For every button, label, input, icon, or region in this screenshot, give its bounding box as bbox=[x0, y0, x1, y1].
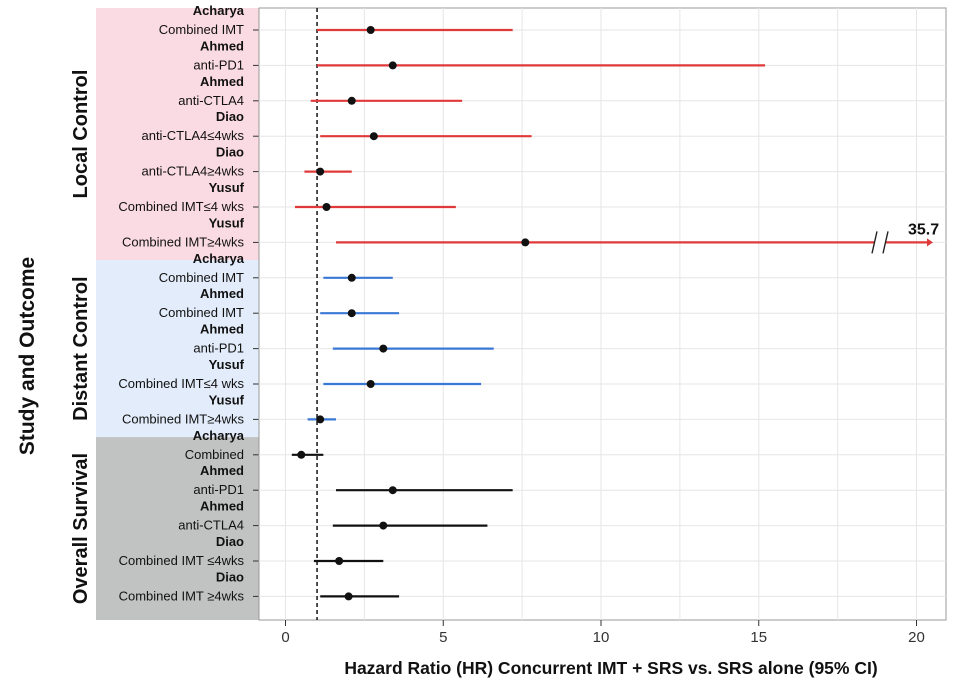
point-estimate bbox=[366, 26, 375, 34]
outcome-label: Combined IMT≤4 wks bbox=[118, 376, 244, 391]
point-estimate bbox=[344, 592, 353, 601]
outcome-label: Combined IMT≥4wks bbox=[122, 234, 245, 249]
group-band bbox=[96, 437, 259, 620]
group-bands: Local Control Distant Control Overall Surv… bbox=[70, 3, 259, 620]
outcome-label: Combined IMT bbox=[159, 305, 244, 320]
x-axis-ticks: 0 5 10 15 20 bbox=[281, 620, 925, 646]
group-band bbox=[96, 260, 259, 438]
outcome-label: Combined IMT ≥4wks bbox=[119, 588, 245, 603]
group-label: Local Control bbox=[70, 70, 92, 199]
x-tick-label: 10 bbox=[593, 629, 610, 646]
group-band bbox=[96, 8, 259, 261]
point-estimate bbox=[335, 557, 344, 565]
study-label: Acharya bbox=[193, 428, 245, 443]
study-label: Ahmed bbox=[200, 499, 244, 514]
outcome-label: Combined bbox=[185, 447, 244, 462]
axis-break-mark bbox=[871, 231, 878, 254]
point-estimate bbox=[347, 273, 356, 282]
y-axis-title: Study and Outcome bbox=[16, 257, 39, 455]
point-estimate bbox=[369, 132, 378, 141]
study-label: Yusuf bbox=[209, 392, 245, 407]
study-label: Ahmed bbox=[200, 286, 244, 301]
x-tick-label: 20 bbox=[908, 629, 925, 646]
x-tick-label: 5 bbox=[439, 629, 447, 646]
point-estimate bbox=[366, 380, 375, 388]
study-label: Yusuf bbox=[209, 180, 245, 195]
point-estimate bbox=[322, 203, 331, 211]
outcome-label: Combined IMT ≤4wks bbox=[119, 553, 245, 568]
point-estimate bbox=[379, 344, 388, 353]
study-label: Ahmed bbox=[200, 322, 244, 337]
point-estimate bbox=[316, 415, 325, 424]
point-estimate bbox=[388, 486, 397, 495]
point-estimate bbox=[521, 238, 530, 247]
outcome-label: anti-CTLA4 bbox=[178, 518, 244, 533]
point-estimate bbox=[297, 450, 306, 459]
point-estimate bbox=[347, 96, 356, 105]
axis-break-mark bbox=[882, 231, 889, 254]
group-label: Overall Survival bbox=[70, 453, 92, 604]
outcome-label: anti-PD1 bbox=[193, 482, 244, 497]
point-estimate bbox=[379, 521, 388, 530]
outcome-label: Combined IMT≥4wks bbox=[122, 411, 245, 426]
study-label: Ahmed bbox=[200, 74, 244, 89]
ci-arrow bbox=[927, 238, 933, 247]
outcome-label: anti-PD1 bbox=[193, 341, 244, 356]
outcome-label: anti-CTLA4≤4wks bbox=[141, 128, 244, 143]
study-label: Ahmed bbox=[200, 38, 244, 53]
group-label: Distant Control bbox=[70, 276, 92, 420]
outcome-label: Combined IMT bbox=[159, 270, 244, 285]
study-label: Diao bbox=[216, 569, 244, 584]
outcome-label: anti-CTLA4 bbox=[178, 93, 244, 108]
outcome-label: Combined IMT≤4 wks bbox=[118, 199, 244, 214]
study-label: Diao bbox=[216, 109, 244, 124]
axis-break-gap bbox=[874, 230, 886, 255]
study-label: Ahmed bbox=[200, 463, 244, 478]
study-label: Acharya bbox=[193, 251, 245, 266]
marks-layer: 35.7 bbox=[291, 26, 939, 601]
study-label: Diao bbox=[216, 534, 244, 549]
study-label: Acharya bbox=[193, 3, 245, 18]
outcome-label: anti-PD1 bbox=[193, 57, 244, 72]
point-estimate bbox=[347, 309, 356, 318]
point-estimate bbox=[388, 61, 397, 70]
truncated-value-label: 35.7 bbox=[908, 221, 939, 238]
study-label: Diao bbox=[216, 145, 244, 160]
outcome-label: Combined IMT bbox=[159, 22, 244, 37]
x-tick-label: 15 bbox=[750, 629, 767, 646]
x-axis-title: Hazard Ratio (HR) Concurrent IMT + SRS v… bbox=[344, 658, 877, 678]
study-label: Yusuf bbox=[209, 357, 245, 372]
point-estimate bbox=[316, 167, 325, 176]
study-label: Yusuf bbox=[209, 215, 245, 230]
x-tick-label: 0 bbox=[281, 629, 289, 646]
outcome-label: anti-CTLA4≥4wks bbox=[141, 164, 244, 179]
